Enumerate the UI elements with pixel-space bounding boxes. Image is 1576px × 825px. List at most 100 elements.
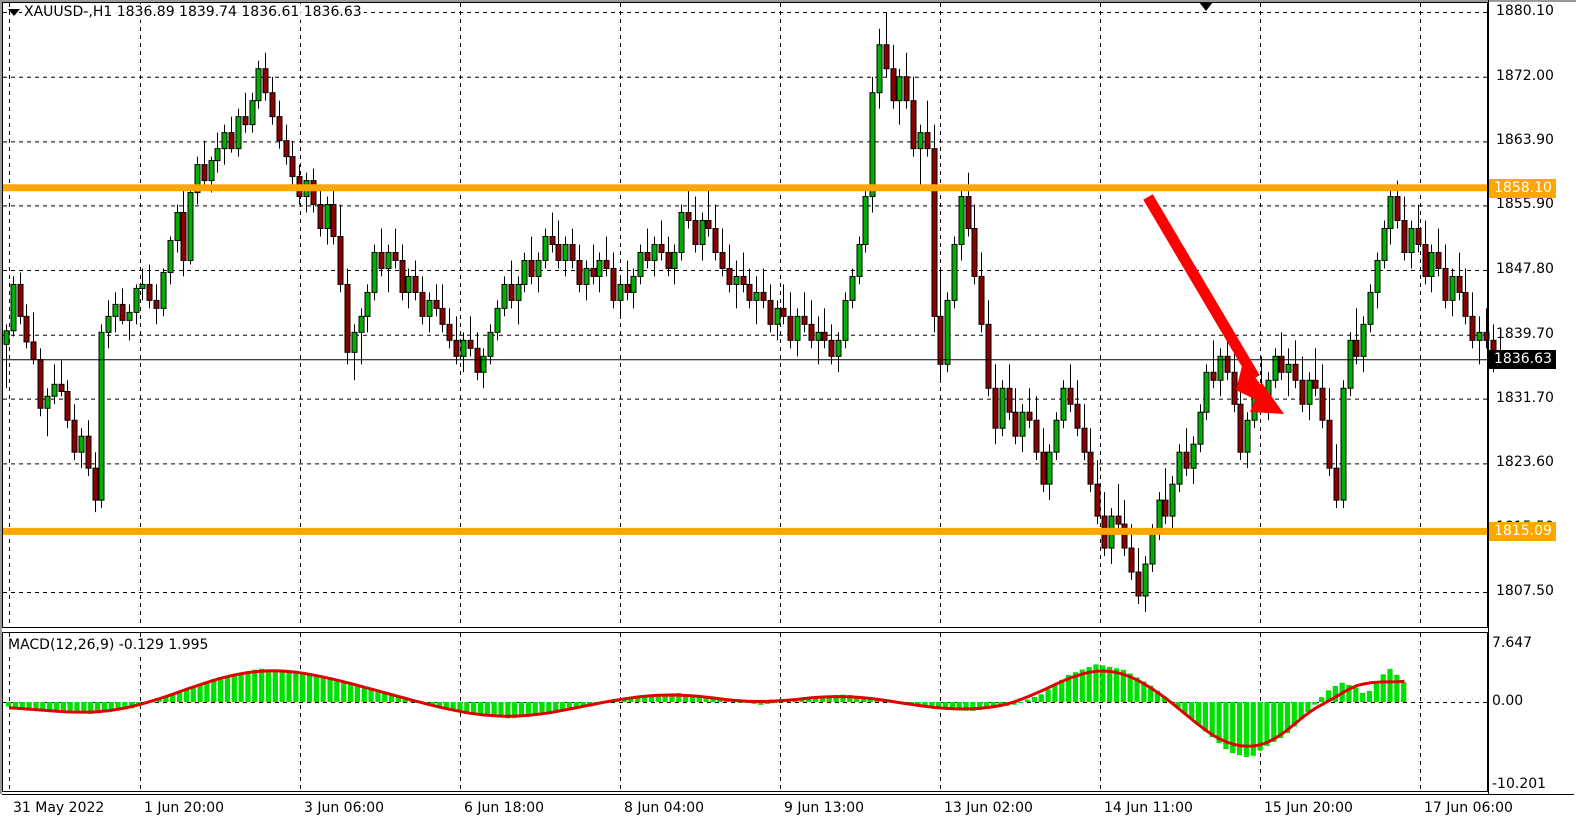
macd-bar [286,670,292,702]
candle-body [651,243,658,261]
macd-bar [1086,666,1092,702]
macd-bar [1325,690,1332,702]
price-axis-tick-label: 1839.70 [1496,325,1554,342]
candle-body [508,283,515,301]
candle-body [549,235,556,245]
macd-bar [341,682,347,702]
macd-bar [1018,702,1024,703]
macd-bar [1373,683,1379,702]
candle-body [992,387,999,429]
macd-bar [1264,702,1270,746]
macd-bar [676,692,682,702]
candle-body [1435,251,1442,269]
candle-body [856,243,863,277]
candle-body [521,259,528,285]
macd-bar [614,699,620,702]
candle-body [180,212,187,261]
candle-body [965,196,972,230]
macd-bar [566,702,573,709]
candle-body [985,323,992,389]
collapse-triangle-icon[interactable] [8,9,20,16]
macd-bar [942,702,949,710]
level-price-label-support[interactable]: 1815.09 [1489,522,1556,542]
candle-body [780,307,787,317]
macd-bar [546,702,552,714]
macd-bar [436,702,443,708]
macd-bar [12,702,19,708]
bar-position-marker-icon [1199,2,1213,11]
candle-body [139,283,146,289]
candle-body [733,275,740,285]
macd-bar [238,672,244,702]
macd-bar [1175,702,1181,708]
macd-bar [621,698,627,702]
candle-body [460,339,467,357]
candle-body [269,92,276,118]
macd-bar [847,695,853,702]
price-axis-tick-label: 1855.90 [1496,196,1554,213]
macd-bar [1024,699,1031,702]
macd-bar [368,689,374,702]
macd-bar [1148,685,1154,702]
candle-body [1197,411,1204,445]
macd-bar [1360,692,1366,702]
macd-bar [1011,702,1017,705]
macd-bar [156,699,162,702]
candle-body [78,435,85,453]
candle-body [1272,355,1279,381]
candle-body [1169,483,1176,517]
candle-body [583,267,590,285]
candle-body [1408,228,1415,253]
candle-body [1210,371,1217,381]
candle-body [1006,387,1013,413]
macd-bar [662,693,668,702]
macd-bar [423,702,429,705]
time-axis-tick-label: 15 Jun 20:00 [1264,800,1353,816]
candle-body [242,116,249,126]
macd-axis-tick-label: 7.647 [1492,635,1533,651]
candle-body [603,259,610,269]
macd-bar [1298,702,1304,720]
candle-body [1128,547,1135,573]
candle-body [1156,499,1163,533]
macd-bar [833,695,839,702]
candle-body [303,180,310,198]
candle-body [1449,275,1456,301]
candle-body [1387,196,1394,230]
candle-body [419,291,426,317]
macd-bar [1195,702,1202,726]
time-axis-tick-label: 6 Jun 18:00 [464,800,545,816]
candle-body [685,212,692,222]
macd-bar [901,702,908,704]
candle-body [719,251,726,269]
candle-body [596,259,603,277]
macd-bar [484,702,490,717]
candle-body [971,228,978,277]
candle-body [876,44,883,94]
candle-body [1019,411,1026,437]
candle-body [801,315,808,325]
macd-bar [751,702,757,704]
candle-body [126,311,133,321]
macd-bar [737,701,743,703]
macd-bar [1312,702,1318,705]
candle-body [1190,443,1197,469]
candle-body [862,196,869,245]
macd-bar [320,677,326,702]
level-price-label-resistance[interactable]: 1858.10 [1489,178,1556,198]
macd-bar [1284,702,1291,734]
candle-body [630,275,637,293]
time-axis-tick-label: 3 Jun 06:00 [304,800,385,816]
macd-bar [956,702,962,711]
macd-bar [252,669,258,702]
candle-body [194,164,201,194]
time-axis-tick-label: 1 Jun 20:00 [144,800,225,816]
candle-body [1278,355,1285,373]
macd-bar [648,694,655,702]
macd-bar [279,670,285,702]
candle-body [808,323,815,341]
candle-body [1456,275,1463,293]
candle-body [1046,451,1053,485]
candle-body [910,100,917,150]
macd-bar [47,702,53,712]
